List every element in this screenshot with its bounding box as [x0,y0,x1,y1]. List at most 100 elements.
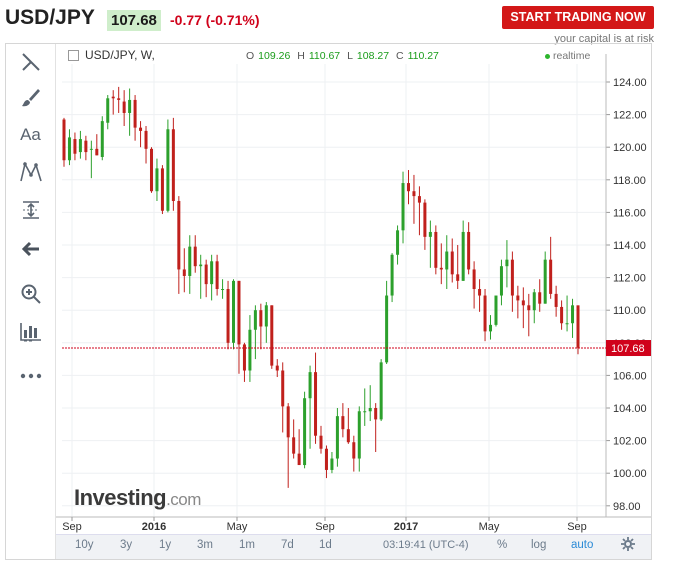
more-tools[interactable] [6,360,55,392]
candle-body [275,365,279,371]
candle-body [182,269,186,276]
close-label: C [395,50,404,62]
candle-body [155,168,159,192]
candle-body [122,101,126,113]
candle-body [319,435,323,449]
price-change: -0.77 (-0.71%) [170,12,260,28]
measure-tool[interactable] [6,194,55,226]
pattern-tool[interactable] [6,156,55,188]
candle-body [554,293,558,307]
x-tick-label: May [479,521,500,533]
chart-symbol: USD/JPY, W, [85,48,155,62]
candle-body [270,305,274,366]
timeframe-1m[interactable]: 1m [239,539,255,551]
crosshair-tool[interactable] [6,46,55,78]
candle-body [368,408,372,412]
candle-body [385,295,389,363]
candle-body [521,300,525,306]
candle-body [221,289,225,291]
chart-symbol-line: USD/JPY, W, [68,48,155,62]
timeframe-3y[interactable]: 3y [120,539,133,551]
y-tick-label: 116.00 [613,207,646,219]
candle-body [352,442,356,459]
candle-body [248,329,252,371]
text-tool-icon: Aa [20,125,41,144]
candle-body [84,140,88,153]
candle-body [467,231,471,270]
y-tick-label: 98.00 [613,501,641,513]
start-trading-button[interactable]: START TRADING NOW [502,6,654,29]
candle-body [232,280,236,343]
text-tool[interactable]: Aa [6,119,55,151]
y-tick-label: 102.00 [613,436,647,448]
candle-body [253,310,257,330]
candle-body [363,411,367,413]
timeframe-10y[interactable]: 10y [75,539,94,551]
low-label: L [347,50,353,62]
x-tick-label: Sep [567,521,587,533]
open-label: O [246,50,255,62]
percent-scale-toggle[interactable]: % [497,539,508,551]
candle-body [510,259,514,296]
candle-body [106,98,110,123]
candle-body [505,259,509,267]
auto-scale-toggle[interactable]: auto [571,539,594,551]
log-scale-toggle[interactable]: log [531,539,547,551]
candle-body [406,183,410,192]
candle-body [374,408,378,420]
candle-body [297,453,301,466]
y-tick-label: 104.00 [613,403,647,415]
timeframe-3m[interactable]: 3m [197,539,213,551]
candle-body [527,305,531,311]
measure-icon [20,199,42,221]
candle-body [188,246,192,276]
candle-body [160,168,164,211]
candle-body [489,324,493,332]
timeframe-1d[interactable]: 1d [319,539,332,551]
timeframe-7d[interactable]: 7d [281,539,294,551]
zoom-tool[interactable] [6,278,55,310]
candle-body [303,398,307,466]
candle-body [264,305,268,327]
candle-body [516,295,520,301]
timeframe-1y[interactable]: 1y [159,539,172,551]
investing-logo: Investing.com [74,485,201,511]
undo-tool[interactable] [6,233,55,265]
candle-body [417,196,421,203]
candle-body [215,261,219,290]
chart-settings-button[interactable] [621,537,635,554]
y-tick-label: 120.00 [613,142,647,154]
y-tick-label: 118.00 [613,175,646,187]
candle-body [565,323,569,325]
indicator-icon [19,321,43,343]
y-tick-label: 114.00 [613,240,646,252]
candle-body [390,254,394,296]
candle-body [434,231,438,268]
candle-body [379,362,383,420]
candle-body [139,127,143,131]
currency-pair-title: USD/JPY [5,6,95,29]
series-checkbox[interactable] [68,50,79,62]
y-tick-label: 100.00 [613,468,647,480]
realtime-label: realtime [553,50,591,62]
indicator-tool[interactable] [6,316,55,348]
pattern-tool-icon [19,160,43,184]
candle-body [357,411,361,459]
candle-body [95,148,99,156]
x-tick-label: Sep [62,521,82,533]
back-arrow-icon [20,238,42,260]
candle-body [171,129,175,201]
timeframe-bar: 10y 3y 1y 3m 1m 7d 1d 03:19:41 (UTC-4) %… [56,534,651,559]
candle-body [166,129,170,211]
low-value: 108.27 [356,50,390,62]
candle-body [237,280,241,345]
y-tick-label: 112.00 [613,273,646,285]
logo-brand: Investing [74,485,167,510]
chart-clock: 03:19:41 (UTC-4) [383,539,469,551]
candle-body [538,292,542,304]
candle-body [242,344,246,371]
brush-tool[interactable] [6,82,55,114]
candle-body [67,137,71,161]
candle-body [177,200,181,270]
